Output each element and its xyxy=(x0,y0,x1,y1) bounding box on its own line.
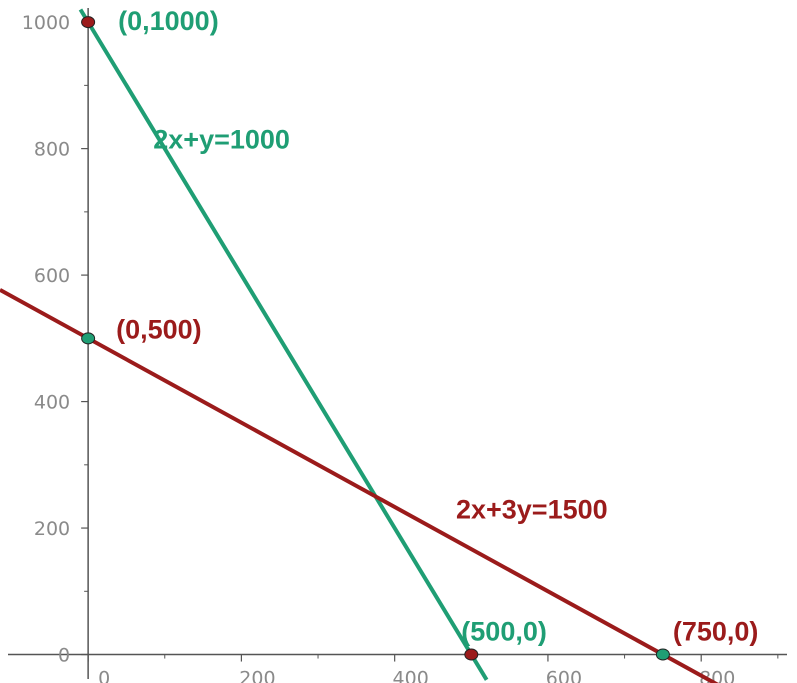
series-line-1 xyxy=(78,8,489,681)
point-label: (0,1000) xyxy=(118,6,219,36)
annotations: 2x+y=1000 2x+3y=1500 (0,1000) (0,500) (500,0… xyxy=(116,6,758,646)
series-lines xyxy=(0,8,719,683)
point-label: (750,0) xyxy=(673,617,759,647)
y-tick-label: 1000 xyxy=(22,12,70,34)
data-point xyxy=(464,648,479,661)
y-tick-label: 400 xyxy=(34,392,70,414)
y-tick-label: 800 xyxy=(34,139,70,161)
y-tick-label: 200 xyxy=(34,518,70,540)
data-points xyxy=(81,16,670,661)
series-label-1: 2x+y=1000 xyxy=(153,125,290,155)
x-tick-label: 0 xyxy=(98,668,110,683)
series-line-2 xyxy=(0,288,719,683)
point-label: (500,0) xyxy=(461,617,547,647)
data-point xyxy=(81,16,96,29)
x-tick-label: 200 xyxy=(239,668,275,683)
point-label: (0,500) xyxy=(116,314,202,344)
data-point xyxy=(655,648,670,661)
x-tick-label: 400 xyxy=(393,668,429,683)
data-point xyxy=(81,332,96,345)
y-tick-label: 0 xyxy=(58,645,70,667)
y-tick-label: 600 xyxy=(34,265,70,287)
x-tick-label: 600 xyxy=(546,668,582,683)
series-label-2: 2x+3y=1500 xyxy=(456,495,608,525)
